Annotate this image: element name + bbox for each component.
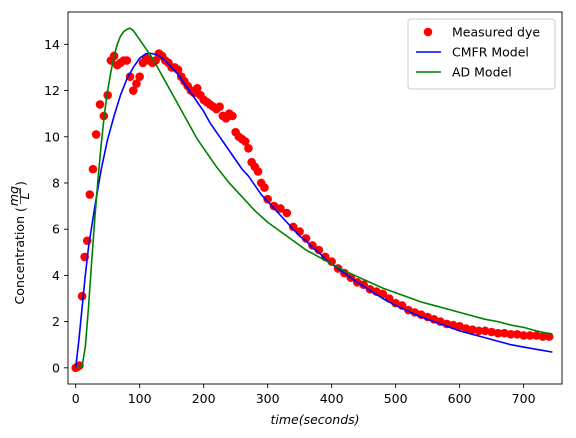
data-point [91, 130, 101, 139]
data-point [85, 190, 95, 199]
y-axis-label-paren-open: ( [13, 207, 28, 212]
y-tick-label: 2 [52, 314, 60, 329]
data-point [215, 102, 224, 112]
legend-box [407, 18, 556, 90]
legend-label: CMFR Model [452, 45, 529, 60]
data-point [378, 289, 388, 299]
series-cmfr-model [74, 52, 553, 368]
data-point [240, 137, 250, 146]
data-point [125, 72, 135, 81]
data-point [253, 167, 263, 176]
y-tick-label: 14 [44, 37, 60, 52]
y-axis-label-denominator: L [17, 192, 32, 199]
y-axis-label-main: Concentration [12, 216, 27, 304]
data-point [480, 326, 490, 336]
data-point [276, 204, 285, 213]
data-point [192, 83, 202, 93]
x-tick-label: 400 [320, 391, 344, 406]
ticks: 0 100 200 300 400 500 600 700 0 2 4 6 8 10 12 14 [44, 37, 535, 406]
data-point [308, 241, 317, 250]
x-tick-label: 0 [72, 391, 80, 406]
data-point [532, 331, 541, 340]
x-tick-label: 500 [384, 391, 408, 406]
data-point [77, 291, 87, 301]
data-point [493, 328, 503, 338]
x-tick-label: 600 [448, 391, 472, 406]
data-point [519, 331, 528, 340]
data-point [295, 227, 304, 236]
data-point [314, 245, 324, 255]
data-point [122, 56, 132, 65]
x-tick-label: 200 [192, 391, 216, 406]
x-tick-label: 100 [128, 391, 152, 406]
y-axis-label-numerator: mg [6, 186, 21, 206]
series-measured-dye [71, 49, 554, 373]
data-point [487, 327, 496, 337]
data-point [301, 234, 311, 243]
data-point [282, 208, 292, 218]
y-tick-label: 4 [52, 268, 60, 283]
axes [67, 11, 563, 385]
y-tick-label: 10 [44, 129, 60, 144]
data-point [288, 222, 298, 232]
data-point [263, 194, 272, 204]
data-point [538, 332, 548, 341]
legend: Measured dye CMFR Model AD Model [407, 18, 556, 90]
legend-label: AD Model [452, 65, 512, 80]
data-point [525, 331, 535, 340]
plot-area [71, 27, 554, 373]
x-tick-label: 300 [256, 391, 280, 406]
data-point [132, 79, 141, 88]
series-line [75, 27, 553, 369]
legend-label: Measured dye [452, 25, 540, 40]
x-axis-label: time(seconds) [270, 412, 359, 427]
data-point [327, 257, 336, 266]
legend-item: AD Model [416, 65, 512, 80]
y-axis-label-paren-close: ) [13, 181, 28, 186]
data-point [128, 86, 138, 95]
y-tick-label: 6 [52, 222, 60, 237]
legend-marker [423, 27, 433, 37]
data-point [512, 330, 522, 339]
series-line [74, 52, 553, 368]
data-point [474, 326, 484, 336]
legend-item: CMFR Model [416, 45, 529, 60]
x-tick-label: 700 [512, 391, 536, 406]
data-point [135, 72, 144, 81]
y-tick-label: 0 [52, 360, 60, 375]
data-point [88, 164, 98, 174]
axes-frame [67, 11, 563, 385]
y-axis-label: Concentration (mgL) [6, 181, 32, 304]
data-point [461, 324, 471, 333]
legend-item: Measured dye [423, 25, 540, 40]
series-ad-model [75, 27, 553, 369]
data-point [468, 325, 477, 335]
data-point [260, 183, 269, 192]
data-point [151, 56, 160, 65]
y-tick-label: 12 [44, 83, 60, 98]
data-point [95, 100, 105, 109]
data-point [500, 328, 509, 338]
data-point [228, 111, 237, 121]
data-point [244, 144, 253, 153]
y-tick-label: 8 [52, 175, 60, 190]
data-point [506, 330, 516, 339]
